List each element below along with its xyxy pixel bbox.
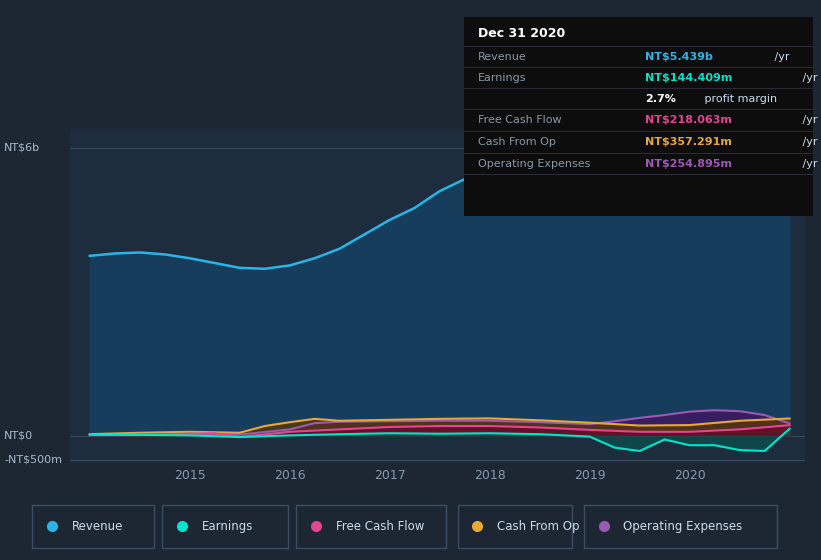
Text: Revenue: Revenue [478, 52, 526, 62]
Text: profit margin: profit margin [701, 94, 777, 104]
Text: Cash From Op: Cash From Op [498, 520, 580, 533]
Text: NT$254.895m: NT$254.895m [645, 159, 732, 169]
Text: Revenue: Revenue [71, 520, 123, 533]
Text: Cash From Op: Cash From Op [478, 137, 556, 147]
Text: /yr: /yr [799, 159, 818, 169]
Text: Free Cash Flow: Free Cash Flow [478, 115, 562, 125]
Text: Earnings: Earnings [478, 73, 526, 83]
Text: NT$5.439b: NT$5.439b [645, 52, 713, 62]
Text: /yr: /yr [771, 52, 790, 62]
Text: NT$218.063m: NT$218.063m [645, 115, 732, 125]
Text: NT$144.409m: NT$144.409m [645, 73, 732, 83]
Text: 2.7%: 2.7% [645, 94, 677, 104]
Text: -NT$500m: -NT$500m [4, 455, 62, 465]
Text: NT$357.291m: NT$357.291m [645, 137, 732, 147]
Text: Operating Expenses: Operating Expenses [623, 520, 742, 533]
Text: NT$0: NT$0 [4, 431, 33, 441]
Text: Earnings: Earnings [202, 520, 253, 533]
Text: /yr: /yr [799, 73, 818, 83]
Text: NT$6b: NT$6b [4, 143, 40, 153]
Text: /yr: /yr [799, 115, 818, 125]
Text: Free Cash Flow: Free Cash Flow [336, 520, 424, 533]
Text: Operating Expenses: Operating Expenses [478, 159, 590, 169]
Text: Dec 31 2020: Dec 31 2020 [478, 27, 565, 40]
Text: /yr: /yr [799, 137, 818, 147]
